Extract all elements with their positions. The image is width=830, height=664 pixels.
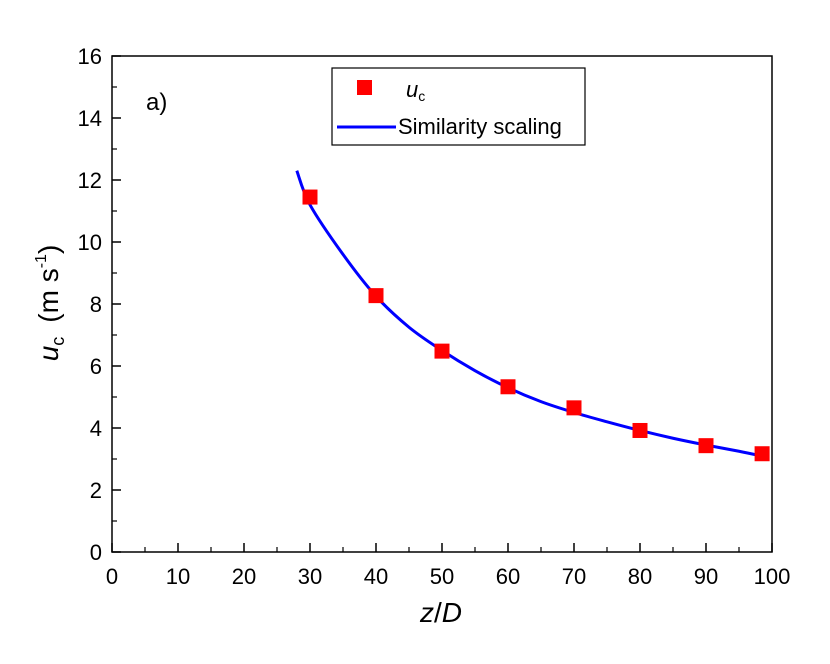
y-tick-label: 2	[90, 478, 102, 503]
panel-label: a)	[146, 89, 167, 116]
x-tick-label: 30	[298, 564, 322, 589]
uc-data-point	[632, 422, 648, 438]
legend-label-similarity: Similarity scaling	[398, 114, 562, 139]
x-tick-label: 40	[364, 564, 388, 589]
x-tick-label: 100	[754, 564, 791, 589]
x-tick-label: 10	[166, 564, 190, 589]
legend-box	[331, 67, 586, 146]
y-tick-label: 6	[90, 354, 102, 379]
x-axis-title: z/D	[419, 597, 462, 628]
y-tick-label: 14	[78, 106, 102, 131]
y-tick-label: 10	[78, 230, 102, 255]
uc-data-point	[500, 379, 516, 395]
x-tick-label: 60	[496, 564, 520, 589]
uc-data-point	[302, 189, 318, 205]
uc-data-point	[566, 400, 582, 416]
plot-area	[295, 170, 770, 462]
y-tick-label: 0	[90, 540, 102, 565]
x-tick-label: 90	[694, 564, 718, 589]
y-tick-label: 16	[78, 44, 102, 69]
legend-label-uc: uc	[406, 77, 425, 104]
legend: uc Similarity scaling	[331, 67, 586, 146]
axes: 0 10 20 30 40 50 60 70 80 90 100 0 2 4 6 8 10 12 14 16	[78, 44, 791, 589]
y-tick-label: 8	[90, 292, 102, 317]
x-tick-label: 0	[106, 564, 118, 589]
x-tick-label: 80	[628, 564, 652, 589]
x-tick-label: 20	[232, 564, 256, 589]
uc-data-point	[434, 343, 450, 359]
x-tick-label: 50	[430, 564, 454, 589]
uc-data-point	[368, 288, 384, 304]
legend-marker-uc	[357, 80, 372, 95]
x-tick-label: 70	[562, 564, 586, 589]
similarity-scaling-line	[295, 170, 766, 459]
y-axis-title: uc(m s-1)	[33, 245, 68, 362]
uc-data-point	[754, 446, 770, 462]
y-tick-label: 12	[78, 168, 102, 193]
y-tick-label: 4	[90, 416, 102, 441]
uc-data-point	[698, 438, 714, 454]
